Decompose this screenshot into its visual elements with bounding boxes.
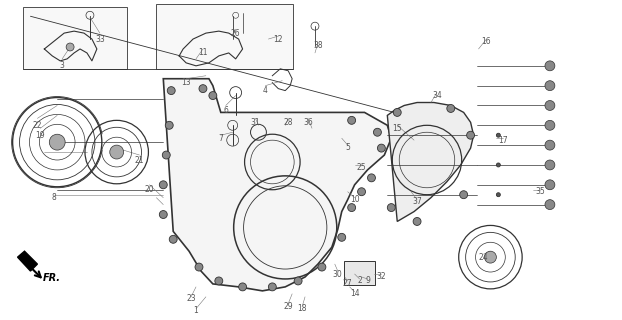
Circle shape <box>348 204 356 212</box>
Circle shape <box>496 163 500 167</box>
Text: 12: 12 <box>274 35 283 44</box>
Circle shape <box>393 108 401 116</box>
Text: 27: 27 <box>343 279 353 288</box>
Text: 18: 18 <box>297 304 307 313</box>
Circle shape <box>109 145 124 159</box>
Circle shape <box>496 193 500 197</box>
Polygon shape <box>164 79 391 291</box>
Circle shape <box>447 105 455 112</box>
Circle shape <box>545 160 555 170</box>
Text: 28: 28 <box>284 118 293 127</box>
Circle shape <box>294 277 302 285</box>
Circle shape <box>545 100 555 110</box>
Text: 35: 35 <box>535 187 545 196</box>
Polygon shape <box>17 251 37 271</box>
Text: 29: 29 <box>284 302 293 311</box>
Text: 1: 1 <box>193 306 198 315</box>
Circle shape <box>460 191 468 199</box>
Text: 8: 8 <box>52 193 57 202</box>
Text: 4: 4 <box>263 86 268 95</box>
Text: 15: 15 <box>392 124 402 133</box>
Circle shape <box>268 283 276 291</box>
FancyBboxPatch shape <box>22 7 127 69</box>
FancyBboxPatch shape <box>156 4 293 69</box>
Circle shape <box>348 116 356 124</box>
Circle shape <box>169 235 177 243</box>
Text: 13: 13 <box>181 78 191 87</box>
Text: 30: 30 <box>333 269 343 278</box>
Circle shape <box>485 251 496 263</box>
Circle shape <box>466 131 475 139</box>
Circle shape <box>162 151 170 159</box>
Text: 26: 26 <box>231 28 241 38</box>
Circle shape <box>545 180 555 190</box>
Circle shape <box>545 81 555 91</box>
Text: 25: 25 <box>357 164 366 172</box>
Text: 24: 24 <box>479 253 488 262</box>
Circle shape <box>545 61 555 71</box>
Circle shape <box>545 200 555 210</box>
Text: 37: 37 <box>412 197 422 206</box>
Circle shape <box>373 128 381 136</box>
Circle shape <box>165 121 173 129</box>
Text: 16: 16 <box>481 36 491 45</box>
Circle shape <box>66 43 74 51</box>
Circle shape <box>49 134 65 150</box>
Text: 31: 31 <box>251 118 260 127</box>
Text: 17: 17 <box>498 136 508 145</box>
Text: 38: 38 <box>313 42 323 51</box>
Circle shape <box>167 87 175 95</box>
Circle shape <box>545 120 555 130</box>
Circle shape <box>215 277 223 285</box>
Circle shape <box>338 233 346 241</box>
Text: 22: 22 <box>32 121 42 130</box>
Circle shape <box>368 174 376 182</box>
Text: FR.: FR. <box>42 273 60 283</box>
Text: 23: 23 <box>186 294 196 303</box>
Circle shape <box>413 218 421 225</box>
Text: 3: 3 <box>60 61 65 70</box>
Text: 7: 7 <box>218 134 223 143</box>
Circle shape <box>318 263 326 271</box>
Circle shape <box>496 133 500 137</box>
Polygon shape <box>388 102 473 221</box>
Circle shape <box>199 85 207 92</box>
Circle shape <box>388 204 395 212</box>
Text: 14: 14 <box>350 289 360 298</box>
Text: 21: 21 <box>135 156 144 164</box>
Text: 33: 33 <box>95 35 104 44</box>
Text: 19: 19 <box>35 131 45 140</box>
FancyBboxPatch shape <box>344 261 376 285</box>
Circle shape <box>209 92 217 100</box>
Text: 20: 20 <box>144 185 154 194</box>
Circle shape <box>159 211 167 219</box>
Text: 9: 9 <box>365 276 370 285</box>
Text: 32: 32 <box>376 272 386 282</box>
Text: 34: 34 <box>432 91 442 100</box>
Circle shape <box>195 263 203 271</box>
Circle shape <box>378 144 386 152</box>
Text: 2: 2 <box>357 276 362 285</box>
Circle shape <box>159 181 167 189</box>
Circle shape <box>239 283 246 291</box>
Circle shape <box>545 140 555 150</box>
Text: 6: 6 <box>223 106 228 115</box>
Text: 10: 10 <box>350 195 360 204</box>
Circle shape <box>358 188 366 196</box>
Text: 36: 36 <box>303 118 313 127</box>
Text: 5: 5 <box>345 143 350 152</box>
Text: 11: 11 <box>198 48 208 57</box>
